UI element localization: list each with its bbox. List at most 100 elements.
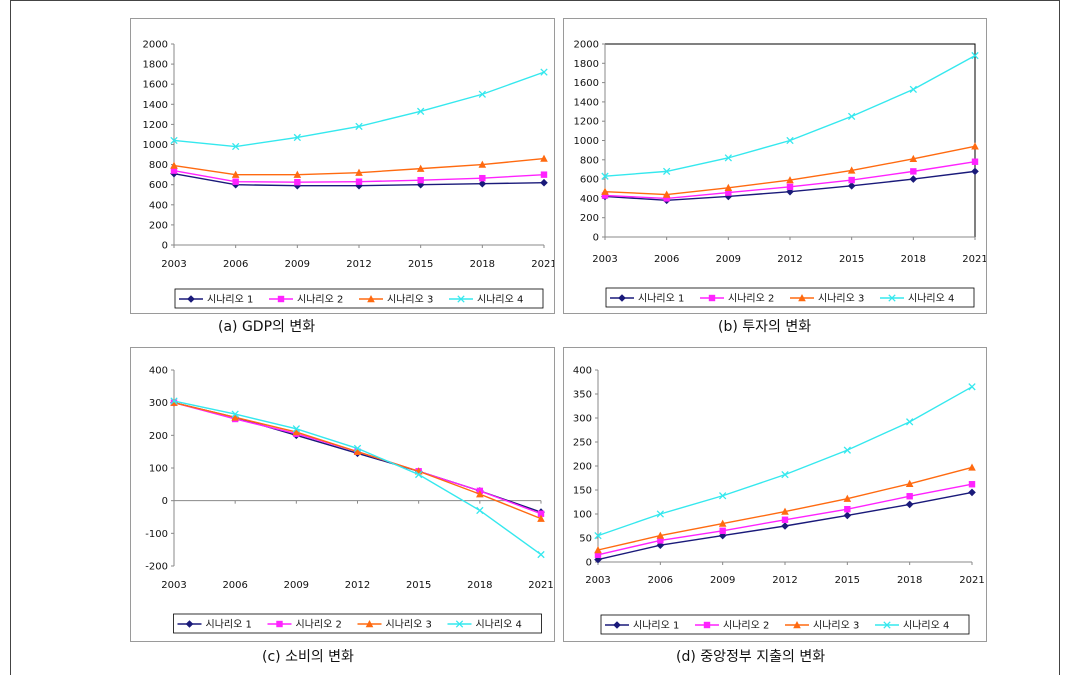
data-point: [843, 494, 852, 502]
y-tick-label: 1400: [574, 97, 599, 108]
data-point: [417, 107, 425, 115]
series-3: [601, 142, 979, 198]
data-point: [416, 164, 425, 172]
y-tick-label: 200: [149, 220, 168, 231]
data-point: [909, 175, 918, 183]
y-tick-label: 1800: [143, 60, 168, 71]
legend-label: 시나리오 1: [207, 294, 253, 306]
y-tick-label: 1800: [574, 59, 599, 70]
data-point: [968, 481, 976, 488]
legend-item-3: 시나리오 3: [359, 294, 433, 306]
series-2: [601, 158, 979, 202]
data-point: [786, 136, 794, 145]
legend-label: 시나리오 2: [296, 619, 342, 631]
data-point: [847, 166, 856, 174]
y-tick-label: 1000: [143, 140, 168, 151]
chart-a: 0 200 400 600 800 1000 1200 1400 1600 1800 2000 200…: [143, 40, 554, 309]
legend-marker: [185, 620, 194, 628]
data-point: [905, 500, 914, 509]
legend-item-3: 시나리오 3: [357, 619, 432, 631]
data-point: [971, 51, 979, 60]
data-point: [909, 85, 917, 94]
data-point: [417, 176, 424, 184]
legend-label: 시나리오 3: [386, 619, 432, 631]
legend-item-2: 시나리오 2: [700, 293, 774, 305]
data-point: [968, 463, 976, 471]
series-4-line: [173, 400, 542, 556]
legend: 시나리오 1 시나리오 2 시나리오 3 시나리오 4: [600, 614, 970, 635]
x-tick-label: 2012: [777, 254, 802, 265]
legend-item-4: 시나리오 4: [447, 619, 522, 631]
chart-panel-b: 0 200 400 600 800 1000 1200 1400 1600 1800 2000 200…: [563, 18, 987, 314]
x-tick-label: 2018: [467, 580, 492, 591]
y-tick-label: 600: [149, 180, 168, 191]
data-point: [353, 444, 362, 453]
data-point: [594, 555, 602, 564]
series-4: [601, 51, 979, 180]
x-tick-label: 2003: [592, 254, 617, 265]
data-point: [478, 90, 486, 98]
data-point: [293, 133, 301, 142]
series-4: [170, 397, 545, 559]
data-point: [656, 531, 665, 539]
y-tick-label: 0: [593, 233, 599, 244]
y-tick-label: 350: [573, 390, 592, 401]
y-tick-label: 400: [149, 200, 168, 211]
series-3: [170, 398, 545, 522]
data-point: [906, 418, 914, 426]
data-point: [781, 507, 789, 515]
legend-label: 시나리오 3: [387, 294, 433, 306]
legend-marker: [798, 294, 806, 302]
data-point: [968, 383, 976, 391]
x-tick-label: 2006: [654, 254, 679, 265]
caption-d: (d) 중앙정부 지출의 변화: [676, 649, 826, 665]
x-tick-label: 2003: [161, 580, 186, 591]
data-point: [786, 183, 794, 191]
legend-label: 시나리오 2: [723, 620, 769, 632]
data-point: [971, 142, 979, 150]
y-tick-label: 800: [580, 155, 599, 166]
legend: 시나리오 1 시나리오 2 시나리오 3 시나리오 4: [605, 287, 975, 308]
y-tick-label: 0: [162, 241, 168, 252]
data-point: [781, 522, 789, 530]
x-tick-label: 2015: [408, 259, 433, 270]
data-point: [478, 179, 487, 188]
y-tick-label: 1400: [143, 100, 168, 111]
legend-item-4: 시나리오 4: [880, 293, 954, 305]
y-tick-label: 400: [573, 366, 592, 377]
x-tick-label: 2021: [962, 254, 986, 265]
y-tick-label: 1200: [143, 120, 168, 131]
legend-item-1: 시나리오 1: [605, 620, 679, 632]
data-point: [843, 511, 852, 520]
legend-label: 시나리오 2: [297, 294, 343, 306]
data-point: [293, 181, 302, 190]
data-point: [601, 187, 609, 195]
figure-frame: [10, 0, 1060, 675]
y-tick-label: 400: [580, 194, 599, 205]
data-point: [843, 446, 851, 454]
data-point: [663, 167, 671, 176]
y-tick-label: -100: [145, 529, 168, 540]
y-tick-label: -200: [145, 562, 168, 573]
data-point: [719, 527, 726, 534]
data-point: [601, 192, 609, 199]
y-tick-label: 200: [573, 462, 592, 473]
x-tick-label: 2018: [897, 575, 922, 586]
legend-item-2: 시나리오 2: [267, 619, 342, 631]
y-tick-label: 200: [149, 431, 168, 442]
data-point: [910, 168, 917, 175]
legend-item-1: 시나리오 1: [177, 619, 252, 631]
data-point: [476, 506, 484, 515]
chart-b: 0 200 400 600 800 1000 1200 1400 1600 1800 2000 200…: [574, 40, 986, 308]
data-point: [479, 174, 486, 182]
data-point: [478, 160, 487, 168]
legend-label: 시나리오 1: [633, 620, 679, 632]
data-point: [540, 171, 548, 178]
data-point: [292, 428, 301, 436]
legend-marker: [277, 295, 285, 303]
data-point: [231, 413, 239, 421]
y-tick-label: 2000: [143, 40, 168, 51]
chart-panel-a: 0 200 400 600 800 1000 1200 1400 1600 1800 2000 200…: [130, 18, 555, 314]
series-1: [594, 488, 976, 564]
x-tick-label: 2006: [222, 580, 247, 591]
